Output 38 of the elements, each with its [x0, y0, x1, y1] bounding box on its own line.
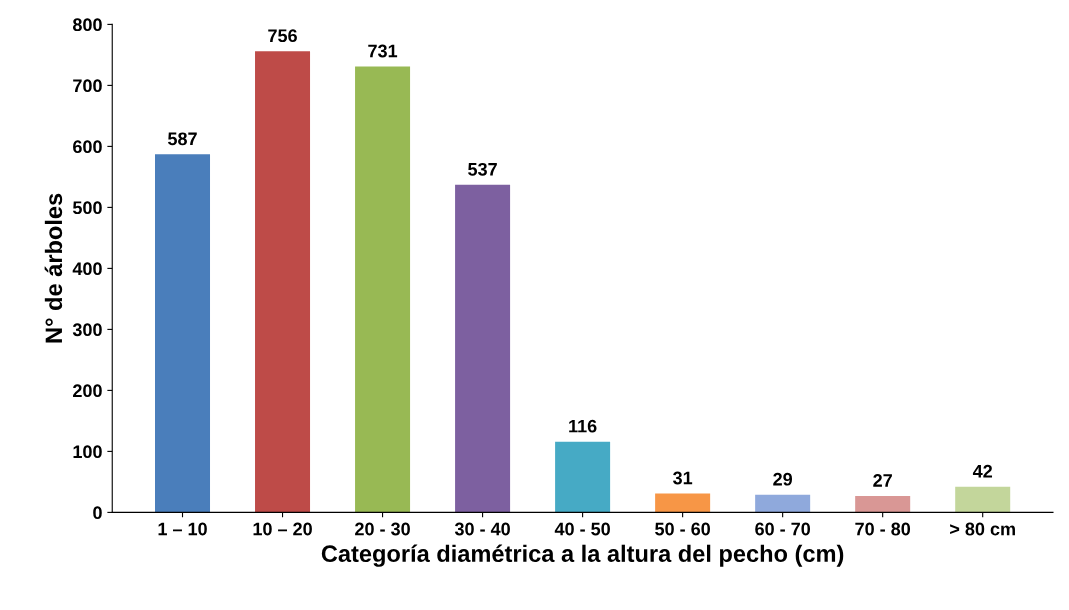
x-tick-label: 70 - 80	[855, 522, 911, 536]
data-label: 42	[972, 464, 993, 478]
x-tick-label: > 80 cm	[950, 522, 1015, 536]
y-axis-title: N° de árboles	[44, 193, 63, 343]
bar	[155, 154, 211, 513]
bar	[755, 494, 811, 513]
y-tick-label: 0	[93, 506, 102, 520]
data-label: 731	[368, 44, 398, 58]
x-tick-label: 1 – 10	[158, 522, 207, 536]
data-label: 587	[168, 132, 197, 146]
bar	[655, 493, 711, 513]
x-tick-label: 60 - 70	[755, 522, 811, 536]
bar	[455, 184, 511, 513]
data-label: 756	[268, 29, 297, 43]
bar	[955, 486, 1011, 513]
x-tick-label: 40 - 50	[554, 522, 610, 536]
bar	[255, 51, 311, 513]
x-tick-label: 30 - 40	[454, 522, 510, 536]
x-tick-label: 20 - 30	[355, 522, 410, 536]
bar	[855, 495, 911, 513]
y-tick-label: 500	[72, 201, 102, 215]
y-tick-label: 800	[72, 18, 102, 32]
y-tick-label: 100	[73, 445, 102, 459]
y-tick-label: 400	[72, 262, 102, 276]
y-tick-label: 200	[73, 384, 102, 398]
x-tick-label: 10 – 20	[253, 522, 312, 536]
y-tick-label: 600	[73, 140, 102, 154]
x-tick-label: 50 - 60	[655, 522, 710, 536]
data-label: 537	[468, 162, 497, 176]
x-axis-title: Categoría diamétrica a la altura del pecho (cm)	[321, 544, 844, 567]
bar	[555, 441, 611, 513]
data-label: 31	[673, 471, 693, 485]
data-label: 116	[569, 419, 597, 433]
y-tick-label: 300	[72, 323, 102, 337]
data-label: 29	[773, 472, 793, 486]
data-label: 27	[873, 474, 892, 487]
bar	[355, 66, 411, 513]
y-tick-label: 700	[73, 79, 102, 93]
